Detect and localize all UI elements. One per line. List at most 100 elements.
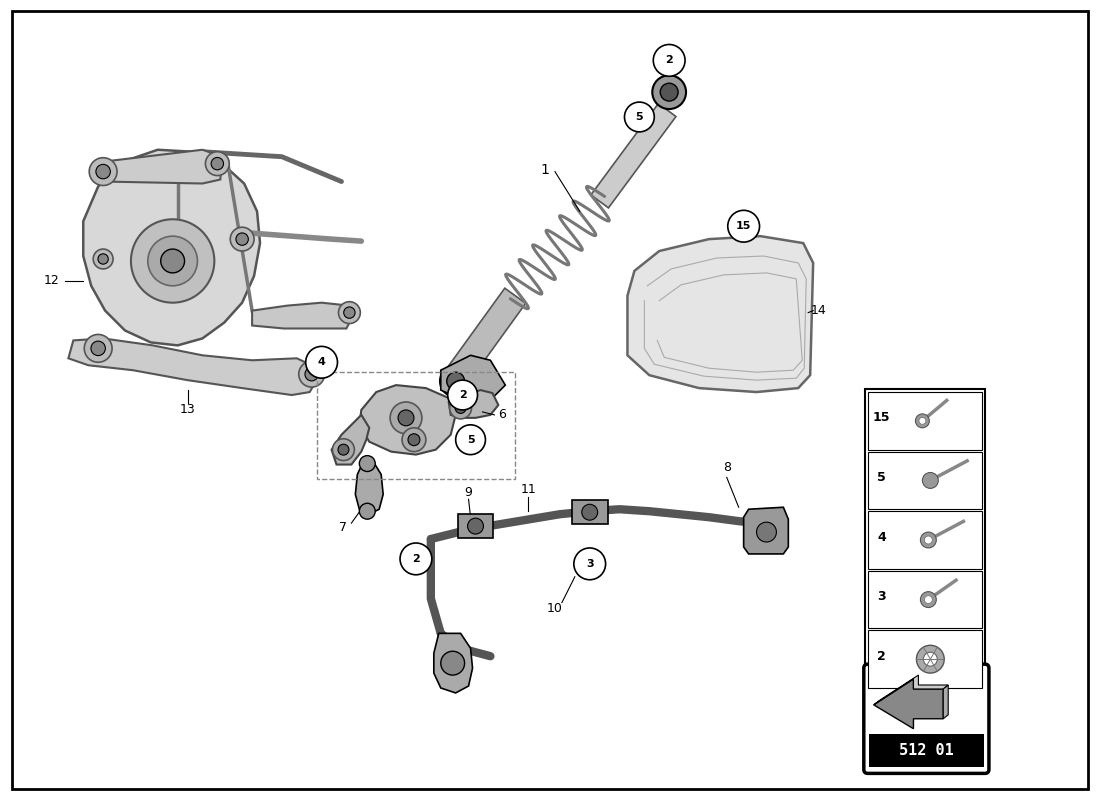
FancyBboxPatch shape: [868, 571, 982, 629]
Text: 13: 13: [179, 403, 196, 417]
FancyBboxPatch shape: [868, 511, 982, 569]
Text: 2: 2: [459, 390, 466, 400]
Polygon shape: [68, 338, 317, 395]
Text: 7: 7: [340, 521, 348, 534]
Polygon shape: [943, 685, 948, 718]
Circle shape: [924, 536, 933, 544]
Circle shape: [236, 233, 249, 246]
Text: 9: 9: [464, 486, 473, 499]
FancyBboxPatch shape: [868, 392, 982, 450]
Polygon shape: [873, 679, 943, 729]
Polygon shape: [84, 150, 260, 346]
FancyBboxPatch shape: [864, 664, 989, 774]
Circle shape: [450, 397, 472, 419]
Text: 10: 10: [547, 602, 563, 615]
Circle shape: [574, 548, 606, 580]
FancyBboxPatch shape: [869, 734, 984, 767]
Circle shape: [89, 158, 117, 186]
Text: 2: 2: [878, 650, 887, 663]
Circle shape: [582, 504, 597, 520]
FancyBboxPatch shape: [865, 389, 984, 691]
Circle shape: [161, 249, 185, 273]
Circle shape: [360, 503, 375, 519]
Circle shape: [441, 651, 464, 675]
Circle shape: [447, 372, 464, 390]
Circle shape: [660, 83, 678, 101]
Circle shape: [918, 418, 926, 424]
Circle shape: [916, 646, 944, 673]
Circle shape: [926, 477, 934, 485]
Text: 2: 2: [666, 55, 673, 66]
Circle shape: [930, 477, 937, 485]
Circle shape: [131, 219, 214, 302]
Circle shape: [653, 45, 685, 76]
Text: 6: 6: [498, 408, 506, 422]
Polygon shape: [446, 288, 526, 386]
Polygon shape: [103, 150, 222, 183]
Text: 15: 15: [873, 411, 890, 425]
Circle shape: [728, 210, 759, 242]
Text: 5: 5: [878, 471, 887, 484]
Circle shape: [408, 434, 420, 446]
Circle shape: [332, 438, 354, 461]
Polygon shape: [744, 507, 789, 554]
Circle shape: [652, 75, 686, 109]
Text: 5: 5: [636, 112, 644, 122]
Circle shape: [360, 456, 375, 471]
Text: 1: 1: [540, 162, 550, 177]
FancyBboxPatch shape: [868, 630, 982, 688]
Circle shape: [924, 596, 933, 603]
Text: 4: 4: [318, 358, 326, 367]
Circle shape: [343, 307, 355, 318]
Circle shape: [230, 227, 254, 251]
Circle shape: [400, 543, 432, 574]
Text: 11: 11: [520, 483, 536, 496]
Polygon shape: [360, 385, 455, 454]
Circle shape: [338, 444, 349, 455]
Circle shape: [339, 302, 361, 323]
Circle shape: [98, 254, 108, 264]
Text: 5: 5: [466, 434, 474, 445]
Polygon shape: [449, 390, 498, 418]
Circle shape: [455, 402, 466, 414]
Circle shape: [299, 362, 324, 387]
Circle shape: [85, 334, 112, 362]
Polygon shape: [873, 675, 948, 705]
Circle shape: [211, 158, 223, 170]
Circle shape: [757, 522, 777, 542]
Text: 3: 3: [586, 559, 594, 569]
Circle shape: [147, 236, 198, 286]
Text: 4: 4: [878, 530, 887, 544]
Circle shape: [91, 341, 106, 355]
Circle shape: [625, 102, 654, 132]
Polygon shape: [591, 103, 676, 208]
Circle shape: [305, 367, 318, 381]
Circle shape: [923, 477, 932, 485]
Text: 2: 2: [412, 554, 420, 564]
Circle shape: [921, 592, 936, 607]
Text: 12: 12: [44, 274, 59, 287]
FancyBboxPatch shape: [12, 10, 1088, 790]
Text: 8: 8: [723, 461, 730, 474]
Text: 14: 14: [811, 304, 826, 317]
FancyBboxPatch shape: [868, 452, 982, 510]
Polygon shape: [252, 302, 351, 329]
Text: 15: 15: [736, 222, 751, 231]
Text: 512 01: 512 01: [899, 743, 954, 758]
Polygon shape: [331, 415, 370, 465]
Circle shape: [94, 249, 113, 269]
Circle shape: [468, 518, 484, 534]
Circle shape: [390, 402, 422, 434]
Polygon shape: [355, 462, 383, 514]
Circle shape: [206, 152, 229, 175]
Circle shape: [923, 473, 938, 488]
Circle shape: [398, 410, 414, 426]
Circle shape: [921, 532, 936, 548]
Polygon shape: [572, 500, 607, 524]
Polygon shape: [458, 514, 494, 538]
Circle shape: [306, 346, 338, 378]
Circle shape: [96, 164, 110, 179]
Polygon shape: [627, 236, 813, 392]
Circle shape: [448, 380, 477, 410]
Polygon shape: [433, 634, 473, 693]
